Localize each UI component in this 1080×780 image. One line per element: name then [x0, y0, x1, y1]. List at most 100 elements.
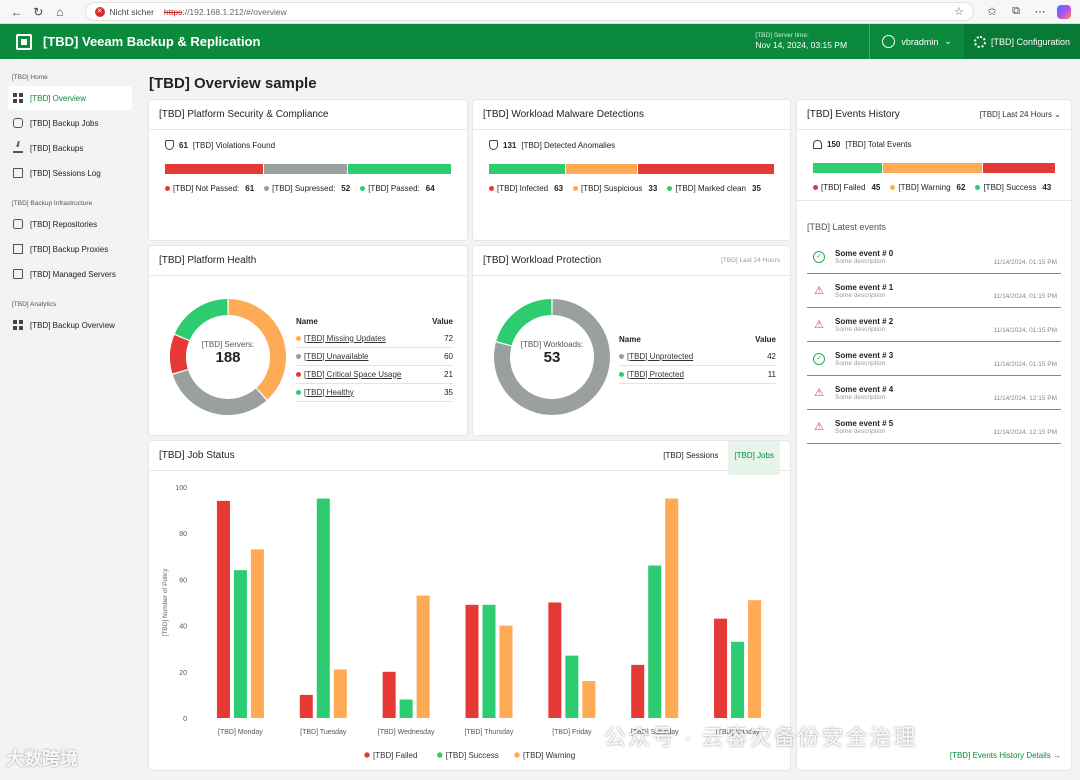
legend-dot-icon	[890, 185, 896, 190]
event-name: Some event # 0	[835, 248, 894, 258]
event-time: 11/14/2024, 01:15 PM	[993, 259, 1057, 266]
event-item[interactable]: ⚠ Some event # 4 Some description 11/14/2…	[807, 376, 1061, 410]
header-separator	[869, 24, 871, 59]
back-icon[interactable]: ←	[10, 4, 23, 19]
card-title: [TBD] Platform Security & Compliance	[149, 100, 467, 130]
row-link[interactable]: [TBD] Unavailable	[304, 351, 369, 361]
stacked-segment	[813, 163, 882, 173]
range-dropdown[interactable]: [TBD] Last 24 Hours ⌄	[980, 100, 1061, 130]
legend-item: [TBD] Not Passed: 61	[165, 184, 254, 193]
event-item[interactable]: ✓ Some event # 0 Some description 11/14/2…	[807, 240, 1061, 274]
legend-value: 61	[245, 184, 255, 193]
toggle-jobs[interactable]: [TBD] Jobs	[728, 441, 780, 475]
sidebar-item-sessions-log[interactable]: [TBD] Sessions Log	[8, 161, 132, 185]
stacked-segment	[489, 164, 565, 174]
legend-item: [TBD] Passed: 64	[360, 184, 435, 193]
sidebar-item-label: [TBD] Overview	[30, 93, 87, 103]
card-title: [TBD] Platform Health	[149, 246, 467, 276]
shield-icon	[165, 140, 174, 150]
event-item[interactable]: ✓ Some event # 3 Some description 11/14/2…	[807, 342, 1061, 376]
sidebar-item-repositories[interactable]: [TBD] Repositories	[8, 212, 132, 236]
event-item[interactable]: ⚠ Some event # 5 Some description 11/14/2…	[807, 410, 1061, 444]
row-link[interactable]: [TBD] Healthy	[304, 387, 354, 397]
row-value: 11	[767, 370, 776, 379]
summary-count: 61	[179, 140, 188, 150]
sidebar-item-label: [TBD] Sessions Log	[30, 168, 101, 178]
database-icon	[13, 219, 23, 229]
bar	[482, 604, 496, 718]
security-card: [TBD] Platform Security & Compliance 61 …	[149, 100, 467, 240]
malware-summary: 131 [TBD] Detected Anomalies	[473, 130, 790, 150]
event-description: Some description	[835, 291, 886, 299]
user-menu[interactable]: vbradmin ⌄	[870, 35, 964, 48]
table-row: [TBD] Protected 11	[619, 366, 776, 384]
sidebar-item-backups[interactable]: [TBD] Backups	[8, 136, 132, 160]
event-name: Some event # 1	[835, 282, 894, 292]
more-icon[interactable]: ⋯	[1034, 6, 1046, 18]
donut-center-value: 188	[215, 349, 241, 366]
sidebar-item-backup-proxies[interactable]: [TBD] Backup Proxies	[8, 237, 132, 261]
sidebar-item-label: [TBD] Repositories	[30, 219, 98, 229]
event-time: 11/14/2024, 01:15 PM	[993, 293, 1057, 300]
event-item[interactable]: ⚠ Some event # 2 Some description 11/14/2…	[807, 308, 1061, 342]
summary-text: [TBD] Detected Anomalies	[521, 140, 616, 150]
platform-health-card: [TBD] Platform Health [TBD] Servers: 188…	[149, 246, 467, 435]
donut-center-label: [TBD] Workloads:	[520, 340, 584, 349]
events-history-card: [TBD] Events History [TBD] Last 24 Hours…	[797, 100, 1071, 770]
url-text: ://192.168.1.212/#/overview	[182, 6, 287, 17]
chevron-down-icon: ⌄	[944, 36, 952, 46]
reload-icon[interactable]: ↻	[33, 4, 44, 19]
events-summary: 150 [TBD] Total Events	[797, 130, 1071, 149]
stacked-segment	[165, 164, 263, 174]
browser-toolbar: ← ↻ ⌂ ✕ Nicht sicher https ://192.168.1.…	[0, 0, 1080, 24]
events-list: ✓ Some event # 0 Some description 11/14/2…	[797, 240, 1071, 444]
sidebar-item-backup-overview[interactable]: [TBD] Backup Overview	[8, 313, 132, 337]
row-value: 72	[444, 334, 453, 343]
bell-icon	[813, 140, 822, 149]
sidebar-item-label: [TBD] Backup Proxies	[30, 244, 109, 254]
favorite-star-icon[interactable]: ☆	[954, 6, 965, 18]
legend-value: 64	[425, 184, 435, 193]
events-stacked-bar	[813, 163, 1055, 173]
security-label: Nicht sicher	[109, 6, 154, 17]
stacked-segment	[983, 163, 1055, 173]
check-circle-icon: ✓	[813, 352, 825, 365]
bar	[665, 498, 679, 718]
legend-dot-icon	[813, 185, 818, 190]
sidebar-item-label: [TBD] Managed Servers	[30, 269, 116, 279]
row-link[interactable]: [TBD] Missing Updates	[304, 333, 386, 343]
event-name: Some event # 3	[835, 350, 894, 360]
home-icon[interactable]: ⌂	[56, 4, 64, 19]
sidebar-item-managed-servers[interactable]: [TBD] Managed Servers	[8, 262, 132, 286]
legend-dot-icon	[573, 186, 579, 191]
sidebar-item-backup-jobs[interactable]: [TBD] Backup Jobs	[8, 111, 132, 135]
page-title: [TBD] Overview sample	[149, 75, 317, 92]
row-link[interactable]: [TBD] Protected	[627, 369, 684, 379]
bar	[548, 602, 562, 718]
y-tick-label: 0	[183, 716, 187, 723]
events-history-details-link[interactable]: [TBD] Events History Details →	[949, 751, 1061, 760]
card-title: [TBD] Events History [TBD] Last 24 Hours…	[797, 100, 1071, 130]
copilot-icon[interactable]	[1054, 3, 1074, 21]
card-title: [TBD] Job Status [TBD] Sessions [TBD] Jo…	[149, 441, 790, 475]
server-time: [TBD] Server time: Nov 14, 2024, 03:15 P…	[755, 32, 855, 51]
stacked-segment	[882, 163, 982, 173]
row-value: 21	[444, 370, 453, 379]
link-icon	[13, 118, 23, 128]
event-item[interactable]: ⚠ Some event # 1 Some description 11/14/2…	[807, 274, 1061, 308]
sidebar-section-home: [TBD] Home	[12, 74, 48, 81]
row-link[interactable]: [TBD] Unprotected	[627, 351, 694, 361]
address-bar[interactable]: ✕ Nicht sicher https ://192.168.1.212/#/…	[84, 2, 975, 21]
x-tick-label: [TBD] Tuesday	[300, 729, 347, 736]
donut-center-label: [TBD] Servers:	[201, 340, 255, 349]
sidebar-item-overview[interactable]: [TBD] Overview	[8, 86, 132, 110]
collections-icon[interactable]: ⧉	[1012, 5, 1020, 17]
toggle-sessions[interactable]: [TBD] Sessions	[663, 450, 719, 460]
server-icon	[13, 269, 23, 279]
row-link[interactable]: [TBD] Critical Space Usage	[304, 369, 402, 379]
favorites-icon[interactable]: ✩	[987, 6, 997, 18]
configuration-button[interactable]: [TBD] Configuration	[963, 24, 1080, 59]
bar	[499, 625, 513, 718]
sessions-jobs-toggle: [TBD] Sessions [TBD] Jobs	[657, 441, 780, 475]
grid-icon	[13, 93, 23, 103]
